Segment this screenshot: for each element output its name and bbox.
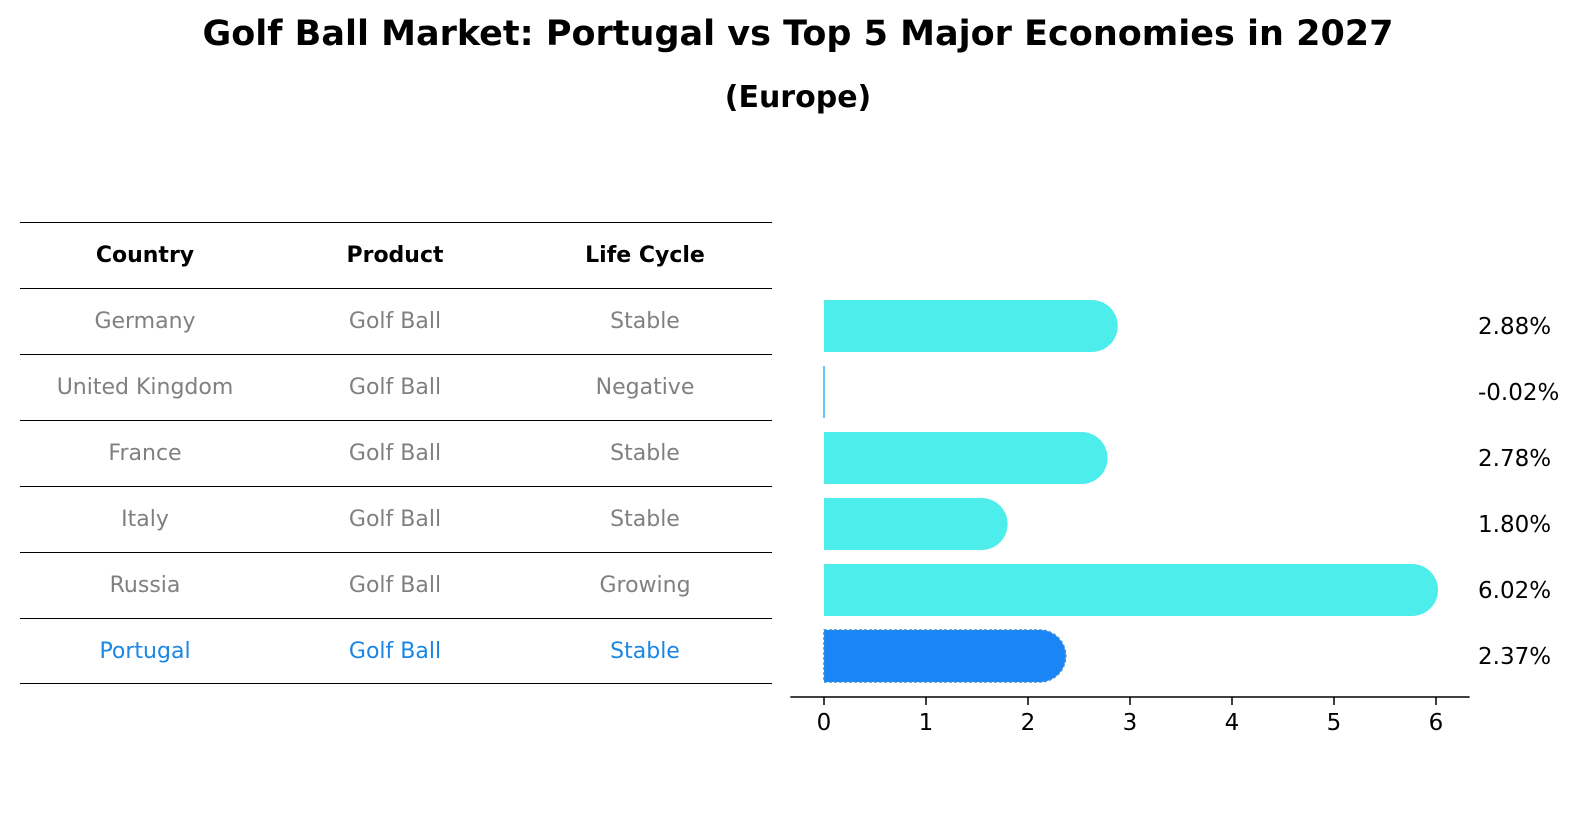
x-tick-label-0: 0 (817, 710, 832, 736)
value-label-germany: 2.88% (1478, 314, 1551, 340)
table-row: Italy Golf Ball Stable (20, 486, 772, 552)
country-cell: Portugal (99, 638, 191, 664)
x-tick-label-5: 5 (1327, 710, 1342, 736)
life-cycle-cell: Stable (610, 638, 680, 664)
x-tick-label-4: 4 (1225, 710, 1240, 736)
table-row: Germany Golf Ball Stable (20, 288, 772, 354)
bar-united-kingdom (823, 366, 825, 418)
table-header-row: Country Product Life Cycle (20, 222, 772, 288)
table-row: United Kingdom Golf Ball Negative (20, 354, 772, 420)
product-cell: Golf Ball (348, 375, 442, 400)
data-table: Country Product Life Cycle Germany Golf … (20, 222, 772, 684)
bar-russia (824, 564, 1439, 616)
table-row-highlight: Portugal Golf Ball Stable (20, 618, 772, 684)
country-cell: United Kingdom (56, 375, 234, 400)
x-tick-label-6: 6 (1429, 710, 1444, 736)
value-label-france: 2.78% (1478, 446, 1551, 472)
value-label-italy: 1.80% (1478, 512, 1551, 538)
country-cell: Russia (109, 573, 181, 598)
bar-france (824, 432, 1108, 484)
life-cycle-cell: Negative (595, 375, 695, 400)
life-cycle-cell: Stable (610, 441, 680, 466)
country-cell: Germany (94, 309, 196, 334)
chart-subtitle: (Europe) (724, 80, 872, 115)
country-cell: Italy (121, 507, 169, 532)
product-cell: Golf Ball (348, 309, 442, 334)
x-tick-label-2: 2 (1021, 710, 1036, 736)
header-product: Product (346, 243, 444, 268)
product-cell: Golf Ball (348, 441, 442, 466)
chart-title: Golf Ball Market: Portugal vs Top 5 Majo… (202, 14, 1394, 54)
life-cycle-cell: Stable (610, 507, 680, 532)
bar-portugal (823, 629, 1067, 683)
x-tick-label-1: 1 (919, 710, 934, 736)
life-cycle-cell: Stable (610, 309, 680, 334)
value-label-united-kingdom: -0.02% (1478, 380, 1559, 406)
x-tick-label-3: 3 (1123, 710, 1138, 736)
product-cell: Golf Ball (348, 638, 442, 664)
bar-germany (824, 300, 1118, 352)
header-life-cycle: Life Cycle (585, 243, 705, 268)
product-cell: Golf Ball (348, 507, 442, 532)
value-label-portugal: 2.37% (1478, 644, 1551, 670)
product-cell: Golf Ball (348, 573, 442, 598)
table-row: Russia Golf Ball Growing (20, 552, 772, 618)
bar-italy (824, 498, 1008, 550)
life-cycle-cell: Growing (599, 573, 691, 598)
value-label-russia: 6.02% (1478, 578, 1551, 604)
table-row: France Golf Ball Stable (20, 420, 772, 486)
country-cell: France (108, 441, 182, 466)
header-country: Country (95, 243, 195, 268)
